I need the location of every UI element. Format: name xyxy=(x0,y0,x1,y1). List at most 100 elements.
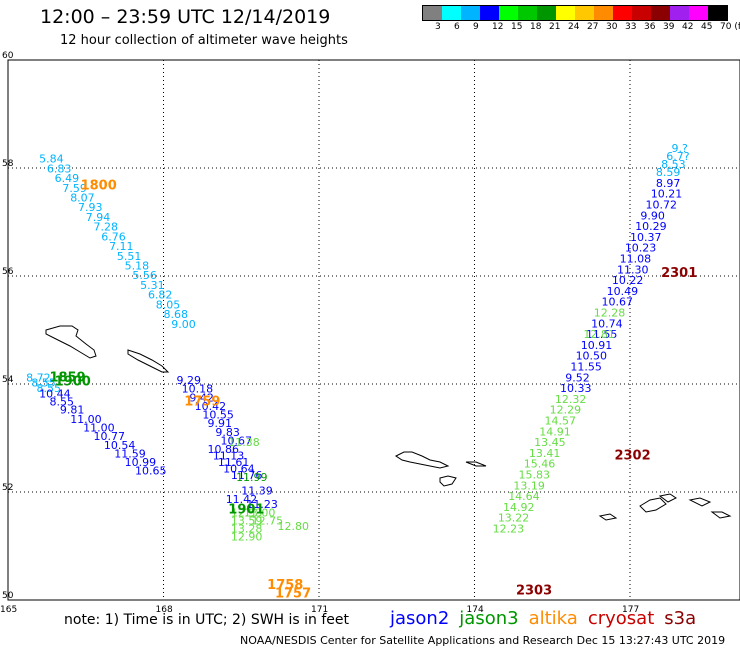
wave-height-label: 10.21 xyxy=(651,188,683,201)
wave-height-label: 12.29 xyxy=(550,404,582,417)
legend-jason2: jason2 xyxy=(390,608,450,629)
wave-height-label: 11.76 xyxy=(231,469,263,482)
footnote: note: 1) Time is in UTC; 2) SWH is in fe… xyxy=(64,612,350,628)
colorbar-swatch xyxy=(632,6,651,20)
wave-height-label: 9.83 xyxy=(215,426,240,439)
wave-height-label: 11.23 xyxy=(246,498,278,511)
colorbar-swatch xyxy=(442,6,461,20)
wave-height-label: 11.00 xyxy=(70,413,102,426)
wave-height-label: 10.91 xyxy=(581,339,613,352)
wave-height-label: 10.29 xyxy=(635,220,667,233)
wave-height-label: 8.55 xyxy=(37,382,62,395)
wave-height-label: 10.33 xyxy=(560,382,592,395)
wave-height-label: 15.83 xyxy=(519,469,551,482)
island-outline xyxy=(439,475,457,487)
track-time-label: 1757 xyxy=(275,586,311,601)
lon-tick-label: 171 xyxy=(311,605,328,615)
wave-height-label: 12.23 xyxy=(493,523,525,536)
wave-height-label: 8.05 xyxy=(156,298,181,311)
colorbar xyxy=(422,5,728,21)
wave-height-label: 9.52 xyxy=(565,371,590,384)
colorbar-swatch xyxy=(651,6,670,20)
colorbar-label: 9 xyxy=(473,22,479,32)
wave-height-label: 8.53 xyxy=(661,158,686,171)
lon-tick-label: 174 xyxy=(467,605,484,615)
wave-height-label: 11.59 xyxy=(114,447,146,460)
wave-height-label: 8.07 xyxy=(70,191,95,204)
wave-height-label: 11.38 xyxy=(228,436,260,449)
wave-height-label: 13.19 xyxy=(513,479,545,492)
wave-height-label: 5.31 xyxy=(140,279,165,292)
wave-height-label: 12.53 xyxy=(231,506,263,519)
wave-height-label: 6.49 xyxy=(55,172,80,185)
wave-height-label: 8.72 xyxy=(26,371,51,384)
colorbar-label: 42 xyxy=(682,22,694,32)
chart-title: 12:00 – 23:59 UTC 12/14/2019 xyxy=(40,6,331,28)
wave-height-label: 12.75 xyxy=(252,514,284,527)
track-time-label: 2302 xyxy=(614,449,650,464)
wave-height-label: 13.22 xyxy=(498,512,530,525)
wave-height-label: 14.57 xyxy=(544,415,576,428)
wave-height-label: 10.23 xyxy=(625,242,657,255)
colorbar-label: 21 xyxy=(549,22,561,32)
wave-height-label: 11.55 xyxy=(570,361,602,374)
wave-height-label: 12.81 xyxy=(583,328,615,341)
wave-height-label: 10.42 xyxy=(195,400,227,413)
wave-height-label: 9.91 xyxy=(208,417,233,430)
colorbar-label: 45 xyxy=(701,22,713,32)
wave-height-label: 11.30 xyxy=(617,263,649,276)
chart-subtitle: 12 hour collection of altimeter wave hei… xyxy=(60,33,348,48)
colorbar-label: 6 xyxy=(454,22,460,32)
track-time-label: 1859 xyxy=(49,370,85,385)
map-grid xyxy=(7,59,740,601)
lon-tick-label: 165 xyxy=(0,605,17,615)
credit-line: NOAA/NESDIS Center for Satellite Applica… xyxy=(240,634,726,647)
track-time-label: 2303 xyxy=(516,584,552,599)
wave-height-label: 6.76 xyxy=(101,230,126,243)
satellite-legend: jason2 jason3 altika cryosat s3a xyxy=(390,608,706,629)
island-outline xyxy=(45,325,97,359)
colorbar-label: 70 (ft) xyxy=(720,22,740,32)
lat-tick-label: 56 xyxy=(2,267,14,277)
colorbar-swatch xyxy=(708,6,727,20)
track-time-label: 1900 xyxy=(55,375,91,390)
colorbar-swatch xyxy=(575,6,594,20)
wave-height-label: 14.91 xyxy=(539,425,571,438)
colorbar-swatch xyxy=(518,6,537,20)
colorbar-swatch xyxy=(537,6,556,20)
colorbar-swatch xyxy=(423,6,442,20)
land-outlines xyxy=(45,325,732,521)
colorbar-swatch xyxy=(613,6,632,20)
wave-height-label: 13.45 xyxy=(534,436,566,449)
colorbar-label: 30 xyxy=(606,22,618,32)
colorbar-swatch xyxy=(480,6,499,20)
wave-height-label: 10.99 xyxy=(125,456,157,469)
wave-height-label: 11.13 xyxy=(213,450,245,463)
wave-height-label: 5.56 xyxy=(132,269,157,282)
colorbar-swatch xyxy=(461,6,480,20)
wave-height-label: 14.64 xyxy=(508,490,539,503)
colorbar-swatch xyxy=(556,6,575,20)
track-time-label: 1758 xyxy=(267,578,303,593)
wave-height-label: 7.59 xyxy=(62,182,87,195)
wave-height-label: 11.55 xyxy=(586,328,618,341)
track-time-label: 1901 xyxy=(228,503,264,518)
colorbar-swatch xyxy=(594,6,613,20)
island-outline xyxy=(395,451,450,469)
wave-height-label: 11.39 xyxy=(241,485,273,498)
wave-height-label: 10.67 xyxy=(601,296,633,309)
wave-height-label: 7.11 xyxy=(109,240,134,253)
lat-tick-label: 54 xyxy=(2,375,14,385)
legend-jason3: jason3 xyxy=(459,608,519,629)
wave-height-label: 11.99 xyxy=(236,471,267,484)
wave-height-label: 7.28 xyxy=(94,221,119,234)
legend-s3a: s3a xyxy=(664,608,697,629)
colorbar-swatch xyxy=(670,6,689,20)
wave-height-label: 6.83 xyxy=(47,162,72,175)
colorbar-label: 18 xyxy=(530,22,542,32)
colorbar-label: 12 xyxy=(492,22,504,32)
wave-height-label: 10.55 xyxy=(202,409,234,422)
island-outline xyxy=(598,513,618,521)
map-frame xyxy=(7,59,740,601)
wave-height-label: 10.64 xyxy=(223,463,255,476)
